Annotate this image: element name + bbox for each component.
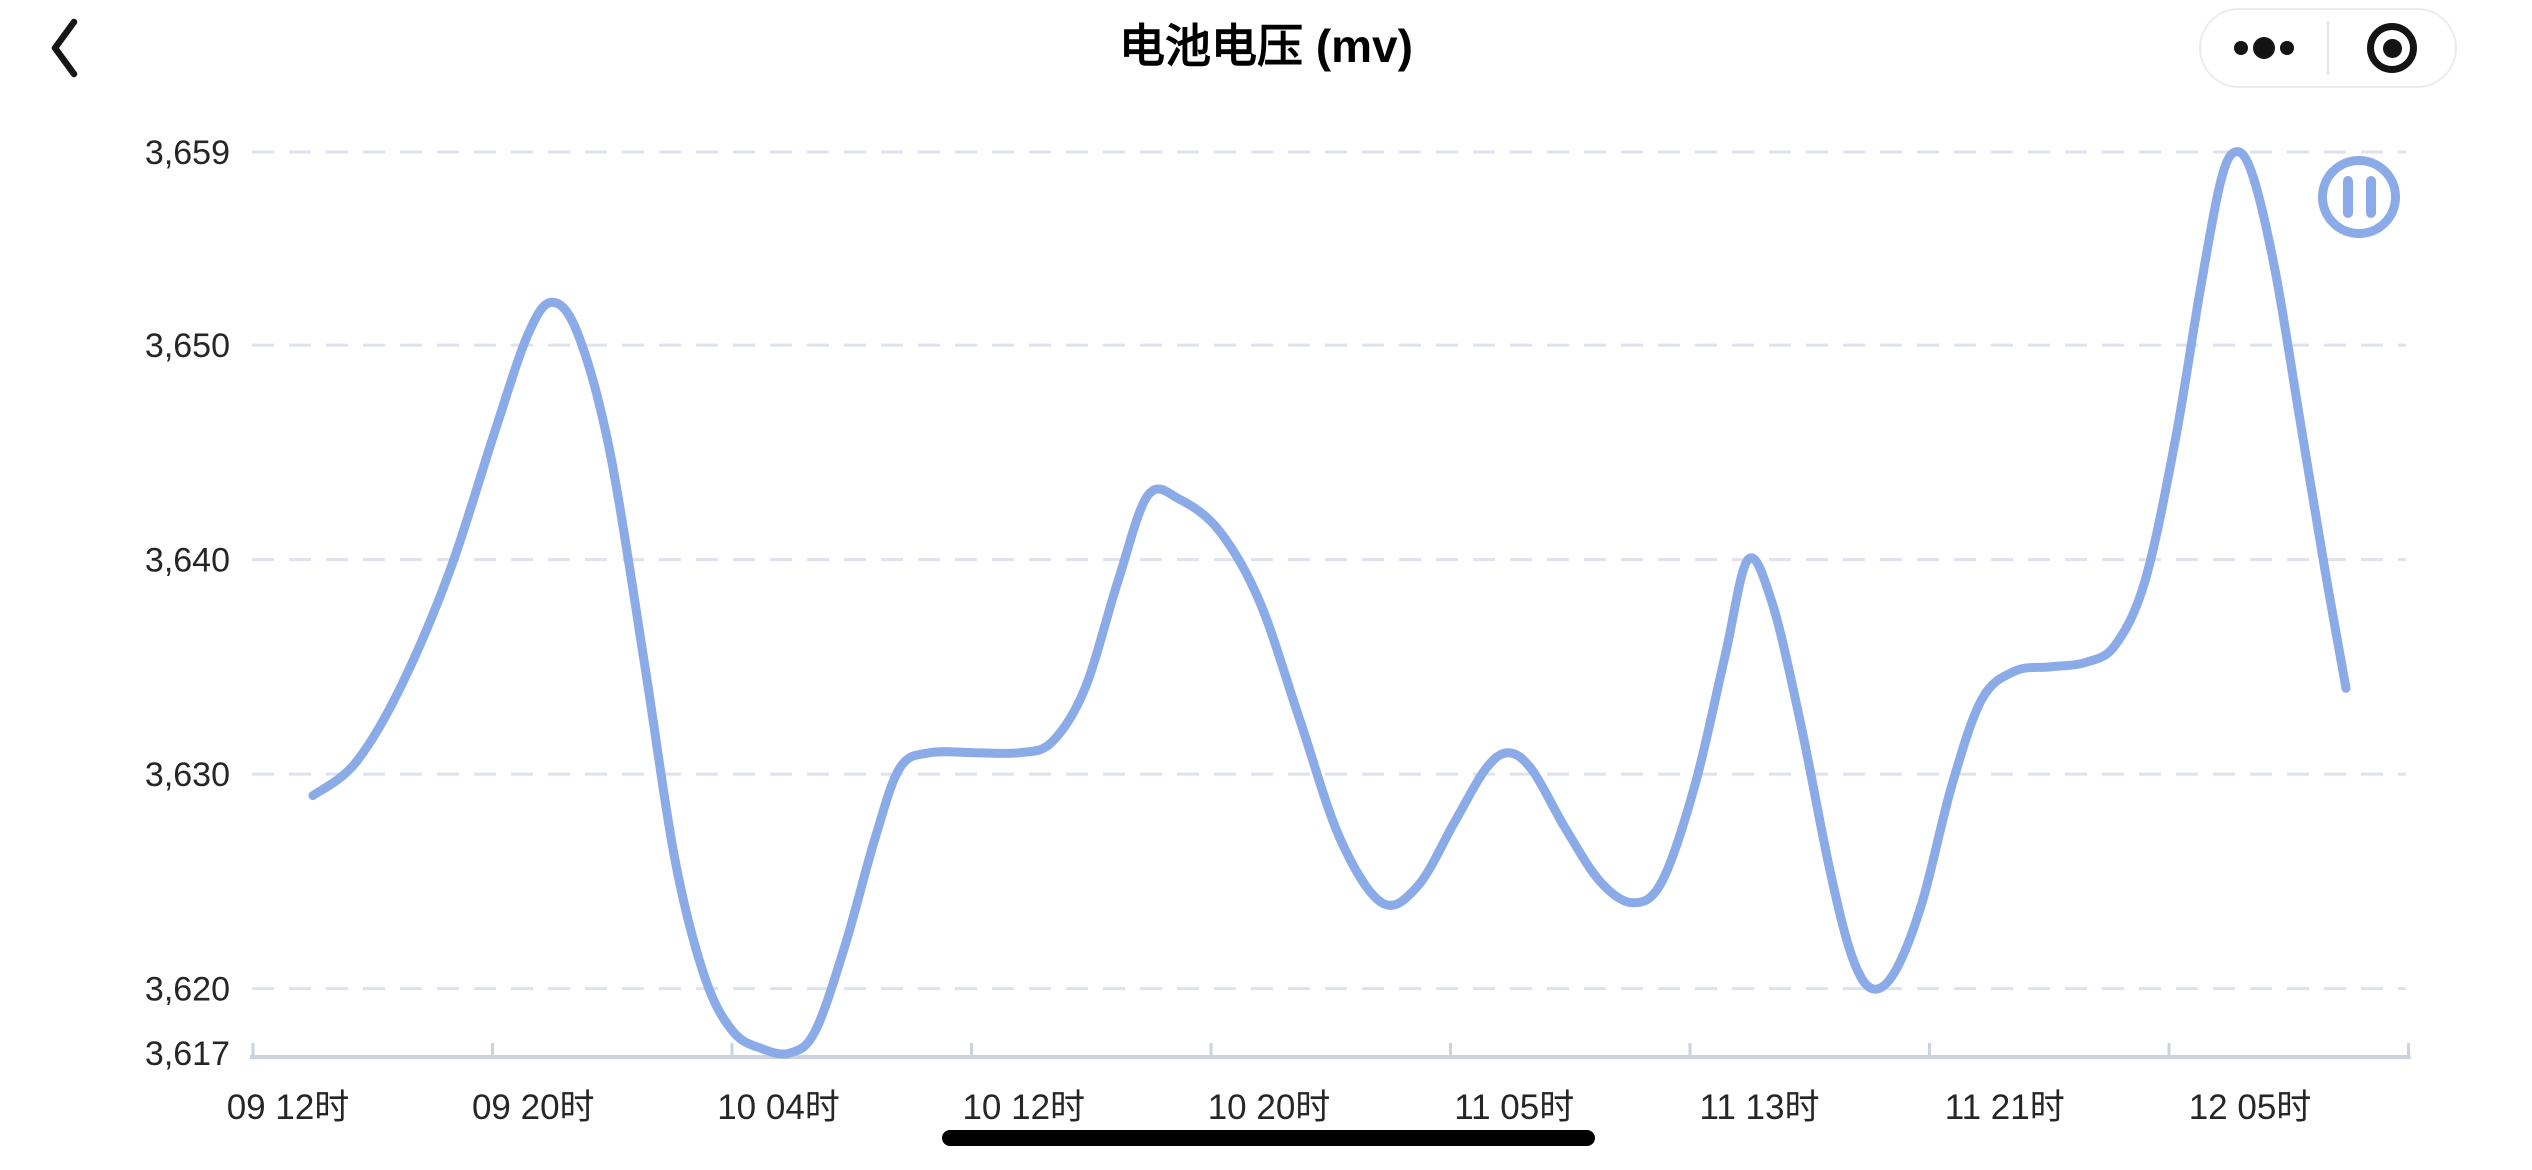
y-axis-label: 3,659 (145, 134, 230, 172)
chevron-left-icon (51, 18, 78, 78)
y-axis-label: 3,650 (145, 327, 230, 365)
x-axis-label: 11 05时 (1454, 1088, 1574, 1127)
miniprogram-capsule (2199, 8, 2457, 88)
capsule-divider (2327, 21, 2329, 75)
back-button[interactable] (26, 8, 102, 88)
page-title: 电池电压 (mv) (1119, 20, 1413, 72)
y-axis-label: 3,620 (145, 971, 230, 1009)
x-axis-label: 10 04时 (717, 1088, 840, 1127)
home-indicator[interactable] (942, 1130, 1595, 1146)
x-axis-label: 09 12时 (227, 1088, 350, 1127)
x-axis-label: 11 13时 (1700, 1088, 1820, 1127)
voltage-line (308, 147, 2351, 1059)
x-axis-label: 10 20时 (1208, 1088, 1331, 1127)
x-axis-label: 12 05时 (2189, 1088, 2312, 1127)
exit-button[interactable] (2329, 10, 2455, 86)
pause-button[interactable] (2318, 156, 2400, 238)
pause-icon (2365, 176, 2376, 218)
x-axis-label: 10 12时 (962, 1088, 1085, 1127)
more-dots-icon (2234, 37, 2294, 59)
y-axis-label: 3,630 (145, 756, 230, 794)
x-axis-label: 11 21时 (1945, 1088, 2065, 1127)
pause-icon (2342, 176, 2353, 218)
more-button[interactable] (2201, 10, 2327, 86)
y-axis-label: 3,617 (145, 1035, 230, 1073)
x-axis-label: 09 20时 (472, 1088, 595, 1127)
y-axis-label: 3,640 (145, 542, 230, 580)
target-circle-icon (2367, 23, 2417, 73)
